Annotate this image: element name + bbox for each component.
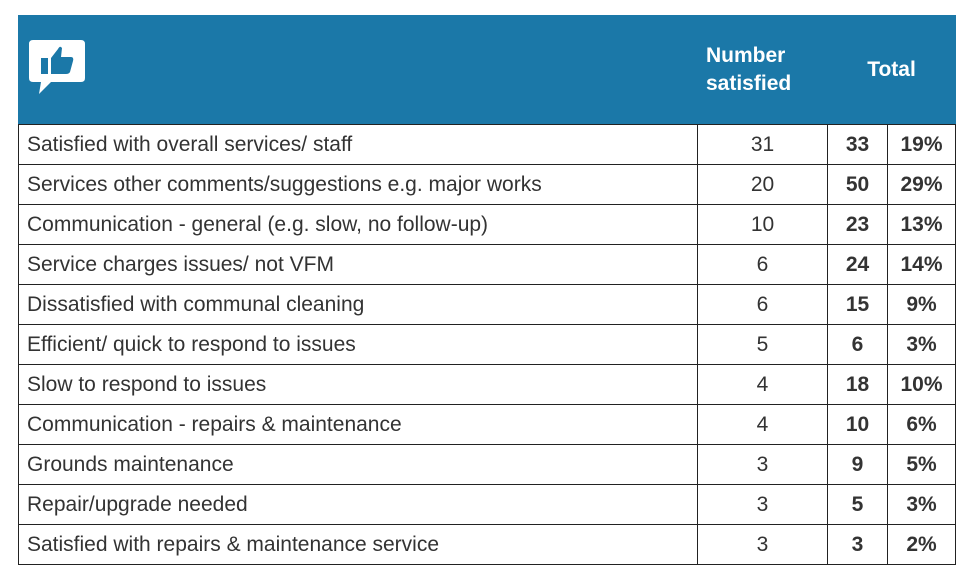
- table-row: Satisfied with overall services/ staff 31…: [18, 124, 957, 165]
- number-cell: 3: [697, 484, 828, 525]
- number-cell: 3: [697, 444, 828, 485]
- category-cell: Grounds maintenance: [18, 444, 698, 485]
- header-row: Number satisfied Total: [18, 15, 957, 125]
- number-cell: 10: [697, 204, 828, 245]
- total-cell: 18: [827, 364, 888, 405]
- percent-cell: 13%: [886, 204, 957, 245]
- icon-cell: [18, 15, 698, 125]
- percent-cell: 3%: [886, 324, 957, 365]
- percent-cell: 29%: [886, 164, 957, 205]
- total-cell: 33: [827, 124, 888, 165]
- category-cell: Slow to respond to issues: [18, 364, 698, 405]
- category-cell: Satisfied with overall services/ staff: [18, 124, 698, 165]
- total-header: Total: [826, 15, 957, 125]
- percent-cell: 10%: [886, 364, 957, 405]
- category-cell: Services other comments/suggestions e.g.…: [18, 164, 698, 205]
- table-row: Services other comments/suggestions e.g.…: [18, 164, 957, 205]
- total-cell: 9: [827, 444, 888, 485]
- number-cell: 6: [697, 284, 828, 325]
- category-cell: Efficient/ quick to respond to issues: [18, 324, 698, 365]
- table-row: Dissatisfied with communal cleaning 6 15 9%: [18, 284, 957, 325]
- total-cell: 15: [827, 284, 888, 325]
- category-cell: Satisfied with repairs & maintenance ser…: [18, 524, 698, 565]
- category-cell: Communication - general (e.g. slow, no f…: [18, 204, 698, 245]
- percent-cell: 9%: [886, 284, 957, 325]
- number-cell: 5: [697, 324, 828, 365]
- number-cell: 3: [697, 524, 828, 565]
- total-cell: 10: [827, 404, 888, 445]
- table-row: Satisfied with repairs & maintenance ser…: [18, 524, 957, 565]
- category-cell: Service charges issues/ not VFM: [18, 244, 698, 285]
- total-cell: 6: [827, 324, 888, 365]
- category-cell: Dissatisfied with communal cleaning: [18, 284, 698, 325]
- number-cell: 4: [697, 364, 828, 405]
- table-row: Grounds maintenance 3 9 5%: [18, 444, 957, 485]
- table-row: Repair/upgrade needed 3 5 3%: [18, 484, 957, 525]
- total-cell: 3: [827, 524, 888, 565]
- category-cell: Repair/upgrade needed: [18, 484, 698, 525]
- percent-cell: 3%: [886, 484, 957, 525]
- satisfaction-table: Number satisfied Total Satisfied with ov…: [18, 15, 957, 565]
- number-header: Number satisfied: [697, 15, 828, 125]
- total-cell: 23: [827, 204, 888, 245]
- table-row: Communication - repairs & maintenance 4 10…: [18, 404, 957, 445]
- total-cell: 50: [827, 164, 888, 205]
- percent-cell: 5%: [886, 444, 957, 485]
- number-cell: 4: [697, 404, 828, 445]
- table-row: Service charges issues/ not VFM 6 24 14%: [18, 244, 957, 285]
- number-cell: 6: [697, 244, 828, 285]
- percent-cell: 19%: [886, 124, 957, 165]
- total-cell: 24: [827, 244, 888, 285]
- table-row: Efficient/ quick to respond to issues 5 6 3…: [18, 324, 957, 365]
- table-row: Slow to respond to issues 4 18 10%: [18, 364, 957, 405]
- thumbs-up-icon: [29, 40, 85, 94]
- number-cell: 31: [697, 124, 828, 165]
- percent-cell: 14%: [886, 244, 957, 285]
- table-body: Satisfied with overall services/ staff 31…: [18, 124, 957, 565]
- percent-cell: 6%: [886, 404, 957, 445]
- number-cell: 20: [697, 164, 828, 205]
- percent-cell: 2%: [886, 524, 957, 565]
- category-cell: Communication - repairs & maintenance: [18, 404, 698, 445]
- table-row: Communication - general (e.g. slow, no f…: [18, 204, 957, 245]
- total-cell: 5: [827, 484, 888, 525]
